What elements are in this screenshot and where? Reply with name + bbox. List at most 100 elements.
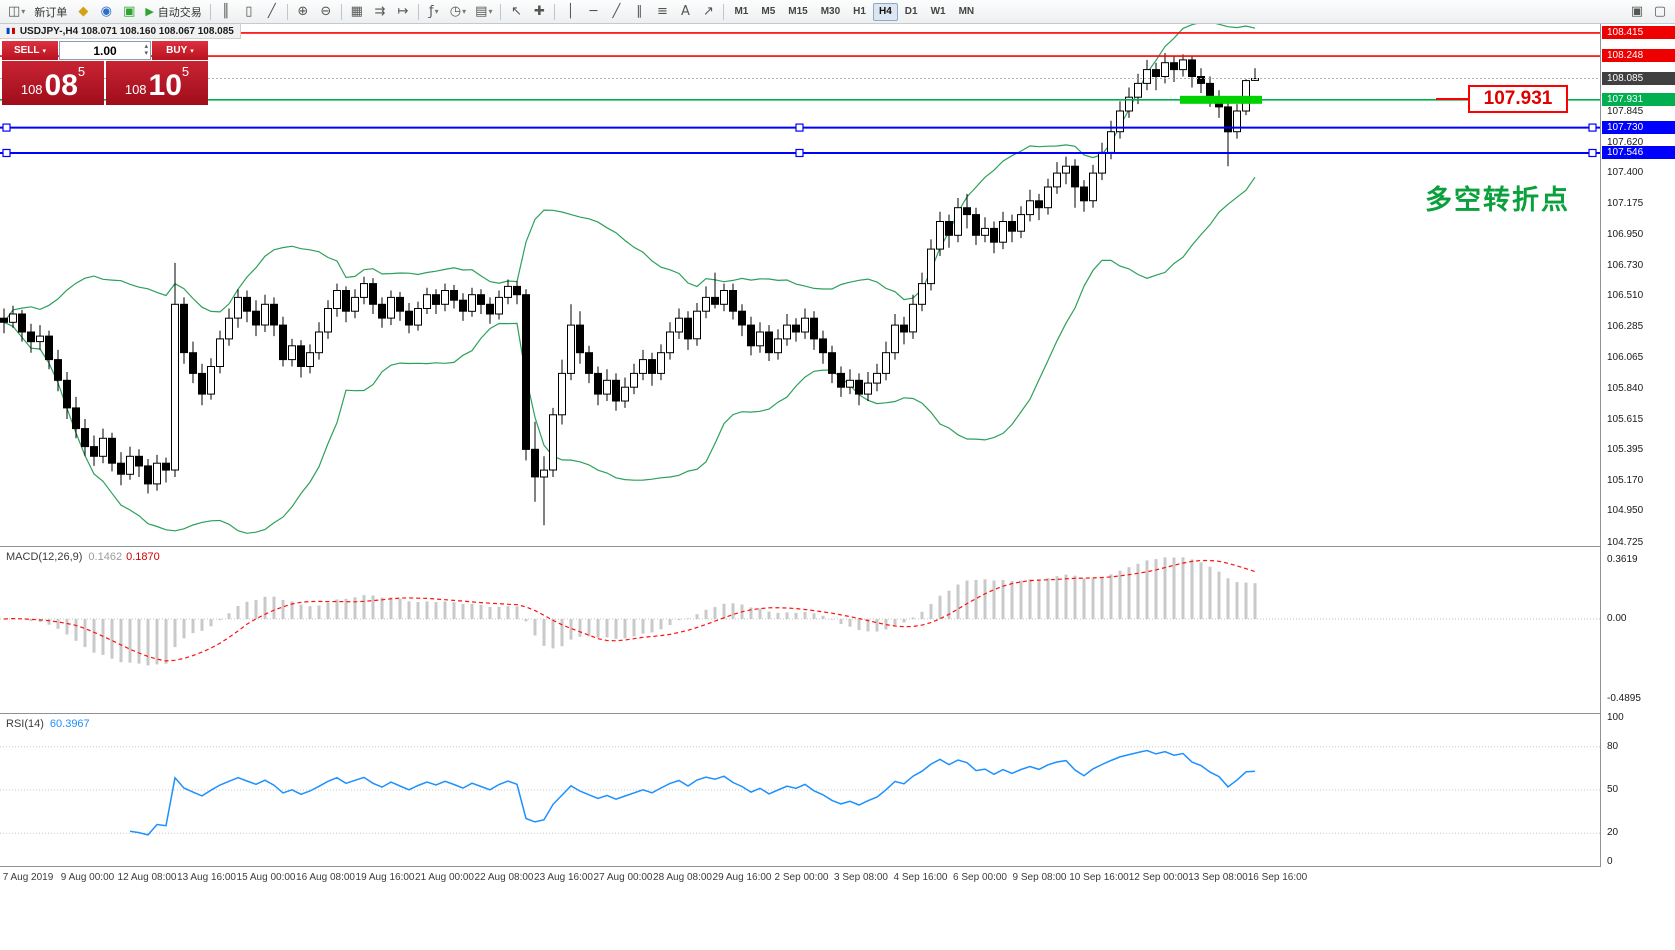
rsi-scale-label: 0 [1607, 856, 1613, 867]
volume-down-icon[interactable]: ▾ [144, 49, 148, 57]
timeframe-button-H4[interactable]: H4 [872, 2, 898, 21]
crosshair-button[interactable]: ✚ [528, 2, 550, 22]
price-tick-label: 106.950 [1607, 229, 1644, 241]
rsi-value: 60.3967 [49, 718, 90, 730]
chart-shift-button[interactable]: ↦ [392, 2, 414, 22]
price-callout-value: 107.931 [1483, 88, 1553, 109]
timeframe-button-M1[interactable]: M1 [728, 3, 754, 21]
cursor-icon: ↖ [511, 4, 522, 19]
timeframe-button-W1[interactable]: W1 [925, 3, 952, 21]
navigator-button[interactable]: ◉ [95, 2, 117, 22]
panel-separator[interactable] [0, 713, 1675, 714]
line-handle[interactable] [795, 123, 804, 132]
indicators-button[interactable]: ƒ ▾ [423, 2, 445, 22]
macd-scale-label: 0.00 [1607, 613, 1627, 624]
sell-button[interactable]: SELL ▾ [2, 41, 58, 60]
time-axis-label: 28 Aug 08:00 [653, 872, 712, 883]
window-b-button[interactable]: ▢ [1649, 2, 1671, 22]
line-handle[interactable] [2, 148, 11, 158]
macd-indicator-panel[interactable] [0, 547, 1600, 713]
sell-price-button[interactable]: 108 08 5 [2, 61, 104, 105]
timeframe-button-H1[interactable]: H1 [847, 3, 872, 21]
macd-scale-label: -0.4895 [1607, 692, 1641, 704]
timeframe-button-D1[interactable]: D1 [899, 3, 924, 21]
chart-window: MACD(12,26,9) 0.1462 0.1870 RSI(14) 60.3967… [0, 24, 1675, 950]
navigator-icon: ◉ [100, 4, 112, 19]
text-tool-button[interactable]: A [674, 2, 696, 22]
price-badge: 107.730 [1602, 120, 1675, 134]
time-axis-label: 4 Sep 16:00 [893, 872, 948, 883]
sell-price-prefix: 108 [20, 82, 43, 97]
zoom-out-icon: ⊖ [320, 4, 332, 19]
time-axis-label: 16 Sep 16:00 [1247, 872, 1308, 883]
macd-name: MACD(12,26,9) [6, 551, 83, 563]
auto-scroll-button[interactable]: ⇉ [369, 2, 391, 22]
buy-button[interactable]: BUY ▾ [152, 41, 208, 60]
cursor-button[interactable]: ↖ [505, 2, 527, 22]
autotrading-button[interactable]: ▶ 自动交易 [141, 2, 205, 22]
new-chart-button[interactable]: ◫ ▾ [4, 2, 29, 22]
price-callout[interactable]: 107.931 [1436, 85, 1568, 113]
tile-windows-button[interactable]: ▦ [346, 2, 368, 22]
line-chart-button[interactable]: ╱ [261, 2, 283, 22]
market-watch-button[interactable]: ◆ [72, 2, 94, 22]
price-tick-label: 107.620 [1607, 136, 1644, 148]
channel-button[interactable]: ∥ [628, 2, 650, 22]
volume-field[interactable]: 1.00 ▴ ▾ [59, 41, 151, 60]
window-a-button[interactable]: ▣ [1626, 2, 1648, 22]
trendline-icon: ╱ [612, 4, 621, 19]
support-zone-bar[interactable] [1180, 95, 1262, 104]
vertical-line-button[interactable]: │ [559, 2, 581, 22]
price-badge: 107.931 [1602, 92, 1675, 106]
main-price-chart[interactable] [0, 24, 1600, 546]
price-tick-label: 106.730 [1607, 259, 1644, 271]
price-tick-label: 106.510 [1607, 290, 1644, 302]
macd-indicator-label: MACD(12,26,9) 0.1462 0.1870 [6, 551, 160, 563]
line-handle[interactable] [1588, 123, 1597, 132]
zoom-in-button[interactable]: ⊕ [292, 2, 314, 22]
volume-up-icon[interactable]: ▴ [144, 42, 148, 50]
timeframe-button-M5[interactable]: M5 [755, 3, 781, 21]
price-scale[interactable]: 107.845 107.620 107.400 107.175 106.950 106.7… [1600, 24, 1675, 867]
timeframe-button-M30[interactable]: M30 [815, 3, 846, 21]
turning-point-annotation[interactable]: 多空转折点 [1425, 185, 1570, 215]
panel-separator[interactable] [0, 546, 1675, 547]
bar-chart-icon: ║ [221, 4, 230, 19]
fibonacci-button[interactable]: ≡ [651, 2, 673, 22]
time-axis-label: 15 Aug 00:00 [236, 872, 296, 883]
terminal-button[interactable]: ▣ [118, 2, 140, 22]
zoom-out-button[interactable]: ⊖ [315, 2, 337, 22]
buy-price-button[interactable]: 108 10 5 [106, 61, 208, 105]
rsi-indicator-panel[interactable] [0, 714, 1600, 866]
templates-button[interactable]: ▤ ▾ [471, 2, 496, 22]
time-axis[interactable]: 7 Aug 2019 9 Aug 00:00 12 Aug 08:00 13 Aug … [0, 867, 1675, 889]
panel-separator[interactable] [0, 866, 1675, 867]
chevron-down-icon: ▾ [434, 7, 439, 16]
chevron-down-icon: ▾ [21, 7, 26, 16]
macd-main-value: 0.1462 [88, 551, 123, 563]
trendline-button[interactable]: ╱ [605, 2, 627, 22]
arrow-tool-button[interactable]: ↗ [697, 2, 719, 22]
indicators-icon: ƒ [428, 4, 434, 19]
price-tick-label: 106.285 [1607, 321, 1644, 333]
time-axis-label: 27 Aug 00:00 [593, 872, 653, 883]
price-tick-label: 105.170 [1607, 475, 1644, 487]
price-tick-label: 107.845 [1607, 105, 1644, 117]
price-badge: 108.248 [1602, 49, 1675, 63]
price-badge: 107.546 [1602, 145, 1675, 159]
tile-windows-icon: ▦ [350, 4, 363, 19]
price-tick-label: 105.395 [1607, 444, 1644, 456]
rsi-scale-label: 50 [1607, 784, 1619, 795]
toolbar-separator [554, 3, 556, 20]
horizontal-line-button[interactable]: ─ [582, 2, 604, 22]
line-handle[interactable] [1588, 148, 1597, 158]
line-handle[interactable] [2, 123, 11, 132]
bar-chart-button[interactable]: ║ [215, 2, 237, 22]
candlestick-chart-button[interactable]: ▯ [238, 2, 260, 22]
timeframe-button-MN[interactable]: MN [953, 3, 981, 21]
timeframe-button-M15[interactable]: M15 [782, 3, 813, 21]
periods-button[interactable]: ◷ ▾ [446, 2, 470, 22]
new-order-button[interactable]: 新订单 [30, 2, 71, 22]
window-icon: ▣ [1630, 4, 1644, 19]
line-handle[interactable] [795, 148, 804, 158]
